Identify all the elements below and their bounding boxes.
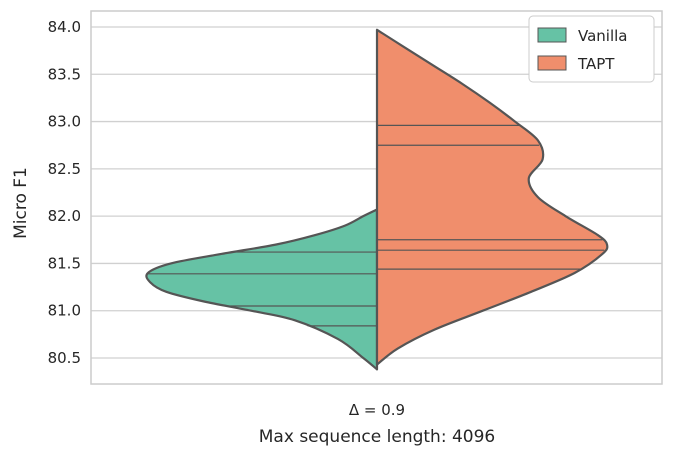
legend-label-tapt: TAPT — [577, 55, 615, 73]
x-tick-label: Δ = 0.9 — [349, 401, 405, 419]
legend-label-vanilla: Vanilla — [578, 27, 628, 45]
y-tick-label: 80.5 — [48, 349, 81, 367]
y-tick-label: 84.0 — [48, 18, 81, 36]
y-axis-label: Micro F1 — [11, 167, 31, 239]
x-axis-label: Max sequence length: 4096 — [259, 427, 495, 447]
y-tick-label: 83.5 — [48, 65, 81, 83]
plot-frame — [90, 10, 663, 385]
y-tick-label: 82.0 — [48, 207, 81, 225]
legend-swatch-tapt — [537, 55, 567, 71]
y-tick-label: 83.0 — [48, 113, 81, 131]
y-tick-label: 81.0 — [48, 302, 81, 320]
violin-tapt — [375, 28, 609, 366]
y-tick-label: 82.5 — [48, 160, 81, 178]
violins — [145, 28, 609, 371]
y-axis-ticks: 80.5 81.0 81.5 82.0 82.5 83.0 83.5 84.0 — [48, 18, 81, 367]
legend-swatch-vanilla — [537, 27, 567, 43]
legend: Vanilla TAPT — [528, 15, 655, 83]
y-tick-label: 81.5 — [48, 254, 81, 272]
violin-vanilla — [145, 208, 379, 371]
